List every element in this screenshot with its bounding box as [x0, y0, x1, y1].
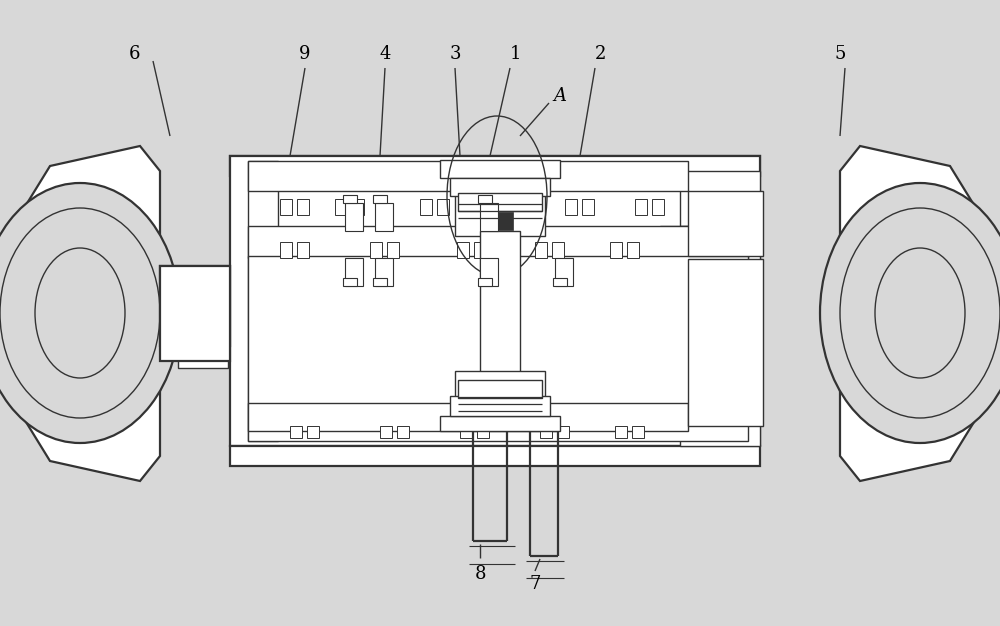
Bar [307, 426, 319, 438]
Bar [553, 278, 567, 286]
Text: 5: 5 [834, 45, 846, 63]
Bar [248, 161, 688, 191]
Bar [178, 346, 228, 368]
Bar [375, 203, 393, 231]
Ellipse shape [0, 183, 180, 443]
Bar [440, 416, 560, 431]
Bar [248, 256, 748, 441]
Bar [450, 396, 550, 416]
Bar [627, 242, 639, 258]
Bar [458, 193, 542, 211]
Text: 7: 7 [529, 575, 541, 593]
Bar [455, 176, 545, 236]
Bar [610, 242, 622, 258]
Bar [688, 259, 763, 426]
Bar [480, 203, 498, 231]
Bar [375, 258, 393, 286]
Text: 6: 6 [129, 45, 141, 63]
Bar [487, 212, 513, 230]
Bar [280, 242, 292, 258]
Bar [343, 195, 357, 203]
Bar [535, 242, 547, 258]
Bar [420, 199, 432, 215]
Bar [345, 258, 363, 286]
Ellipse shape [0, 208, 160, 418]
Bar [297, 242, 309, 258]
Text: 8: 8 [474, 565, 486, 583]
Bar [552, 242, 564, 258]
Bar [478, 195, 492, 203]
Bar [230, 446, 760, 466]
Bar [680, 391, 760, 446]
Bar [652, 199, 664, 215]
Polygon shape [10, 146, 160, 481]
Bar [440, 160, 560, 178]
Ellipse shape [820, 183, 1000, 443]
Bar [490, 199, 502, 215]
Bar [680, 171, 760, 226]
Bar [290, 426, 302, 438]
Bar [540, 426, 552, 438]
Bar [230, 156, 760, 446]
Bar [557, 426, 569, 438]
Bar [248, 161, 278, 441]
Bar [343, 278, 357, 286]
Polygon shape [840, 146, 990, 481]
Bar [397, 426, 409, 438]
Bar [450, 178, 550, 196]
Bar [582, 199, 594, 215]
Ellipse shape [35, 248, 125, 378]
Text: 9: 9 [299, 45, 311, 63]
Bar [387, 242, 399, 258]
Ellipse shape [875, 248, 965, 378]
Bar [345, 203, 363, 231]
Bar [437, 199, 449, 215]
Bar [335, 199, 347, 215]
Text: 1: 1 [509, 45, 521, 63]
Bar [280, 199, 292, 215]
Bar [635, 199, 647, 215]
Bar [460, 426, 472, 438]
Text: A: A [554, 87, 566, 105]
Bar [555, 258, 573, 286]
Bar [480, 258, 498, 286]
Bar [458, 380, 542, 398]
Bar [615, 426, 627, 438]
Bar [660, 226, 760, 286]
Text: 4: 4 [379, 45, 391, 63]
Bar [160, 266, 230, 346]
Bar [370, 242, 382, 258]
Bar [373, 278, 387, 286]
Bar [507, 199, 519, 215]
Ellipse shape [840, 208, 1000, 418]
Bar [457, 242, 469, 258]
Bar [380, 426, 392, 438]
Bar [478, 278, 492, 286]
Bar [455, 371, 545, 426]
Text: 2: 2 [594, 45, 606, 63]
Bar [352, 199, 364, 215]
Bar [688, 191, 763, 256]
Bar [373, 195, 387, 203]
Bar [297, 199, 309, 215]
Bar [632, 426, 644, 438]
Bar [477, 426, 489, 438]
Bar [474, 242, 486, 258]
Bar [160, 266, 230, 361]
Text: 3: 3 [449, 45, 461, 63]
Bar [480, 231, 520, 396]
Bar [565, 199, 577, 215]
Bar [248, 226, 748, 258]
Bar [230, 156, 760, 176]
Bar [248, 403, 688, 431]
